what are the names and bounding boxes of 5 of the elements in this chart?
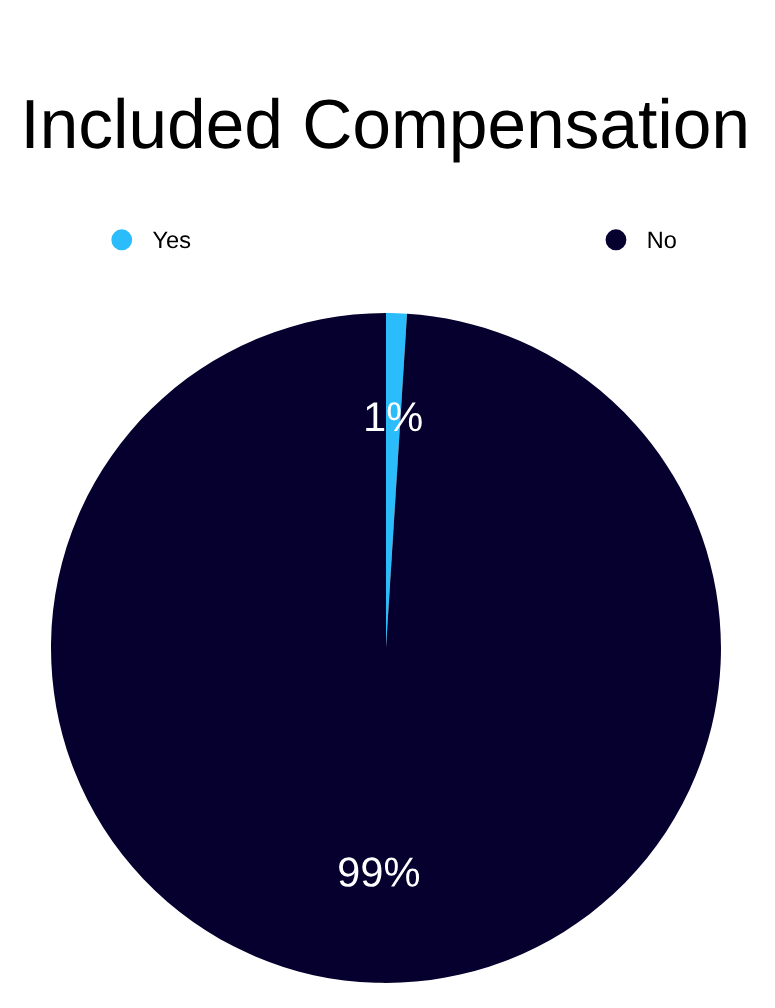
legend-label: Yes	[152, 231, 191, 249]
pie-slice	[51, 313, 721, 983]
data-label: 99%	[339, 857, 420, 887]
chart-title: Included Compensation	[26, 97, 746, 163]
legend-label: No	[648, 231, 676, 249]
